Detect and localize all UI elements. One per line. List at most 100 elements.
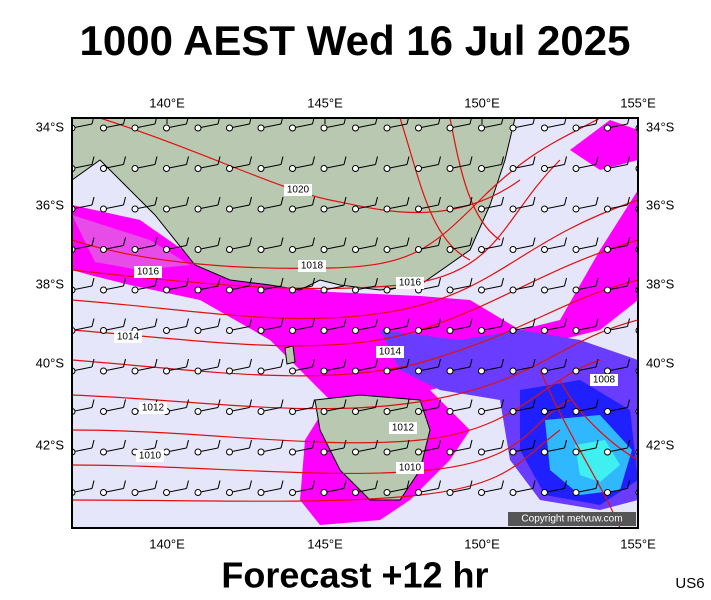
wind-barb (91, 196, 95, 206)
isobar-label: 1020 (287, 185, 310, 196)
station (383, 286, 391, 294)
wind-barb (639, 165, 659, 169)
station (352, 489, 359, 496)
station (415, 448, 422, 456)
station (194, 327, 202, 334)
station (100, 448, 107, 456)
station (352, 165, 359, 172)
station (478, 205, 485, 213)
station (604, 408, 611, 415)
wind-barb (154, 277, 158, 287)
wind-barb (501, 318, 504, 327)
wind-barb (627, 277, 630, 287)
station (572, 286, 580, 294)
wind-barb (639, 489, 659, 493)
station (541, 489, 548, 496)
lat-label: 42°S (36, 437, 65, 452)
wind-barb (123, 439, 126, 449)
wind-barb (501, 156, 504, 165)
station (604, 246, 611, 253)
wind-barb (217, 237, 221, 246)
station (352, 448, 359, 456)
wind-barb (469, 118, 473, 125)
station (100, 327, 107, 334)
wind-barb (312, 156, 315, 165)
station (131, 367, 139, 375)
wind-barb (186, 358, 189, 368)
station (226, 367, 233, 375)
isobar-label-box (114, 331, 142, 343)
lat-label: 36°S (646, 197, 675, 212)
wind-barb (312, 439, 315, 449)
wind-barb (469, 237, 473, 246)
station (100, 367, 107, 375)
station (289, 205, 296, 213)
wind-barb (564, 196, 567, 206)
wind-barb (312, 318, 315, 327)
station (415, 367, 422, 375)
wind-barb (564, 480, 567, 489)
station (446, 124, 454, 132)
wind-barb (123, 358, 126, 368)
precip (570, 120, 638, 170)
wind-barb (91, 156, 95, 165)
station (163, 205, 170, 213)
station (352, 124, 359, 132)
station (572, 165, 580, 172)
wind-barb (91, 118, 95, 125)
isobar (559, 379, 638, 461)
wind-barb (249, 318, 252, 327)
wind-barb (532, 480, 536, 489)
station (478, 124, 485, 132)
station (478, 286, 485, 294)
wind-barb (375, 439, 378, 449)
wind-barb (532, 156, 536, 165)
wind-barb (501, 196, 504, 206)
wind-barb (564, 237, 567, 246)
station (604, 367, 611, 375)
station (163, 367, 170, 375)
wind-barb (91, 399, 95, 408)
station (415, 327, 422, 334)
station (572, 367, 580, 375)
wind-barb (123, 399, 126, 408)
wind-barb (217, 358, 221, 368)
isobar-label: 1012 (392, 423, 415, 434)
wind-barb (469, 358, 473, 368)
station (383, 408, 391, 415)
isobar (72, 319, 638, 410)
station (478, 327, 485, 334)
copyright-box (508, 512, 636, 526)
station (289, 489, 296, 496)
isobar (72, 429, 561, 502)
station (604, 448, 611, 456)
wind-barb (501, 399, 504, 408)
station (352, 286, 359, 294)
lon-label: 140°E (149, 536, 185, 551)
station (320, 327, 328, 334)
wind-barb (375, 118, 378, 125)
station (478, 165, 485, 172)
wind-barb (532, 439, 536, 449)
isobar-label-box (396, 277, 424, 289)
isobar-label-box (139, 402, 167, 414)
station (163, 448, 170, 456)
station (289, 408, 296, 415)
lon-label: 145°E (307, 536, 343, 551)
station (509, 124, 517, 132)
wind-barb (91, 439, 95, 449)
wind-barb (564, 277, 567, 287)
isobar-label: 1016 (137, 267, 160, 278)
station (446, 246, 454, 253)
wind-barb (123, 480, 126, 489)
station (446, 448, 454, 456)
wind-barb (217, 196, 221, 206)
wind-barb (406, 358, 410, 368)
station (604, 165, 611, 172)
wind-barb (469, 318, 473, 327)
wind-barb (438, 118, 441, 125)
station (478, 367, 485, 375)
wind-barb (91, 318, 95, 327)
wind-barb (595, 318, 599, 327)
